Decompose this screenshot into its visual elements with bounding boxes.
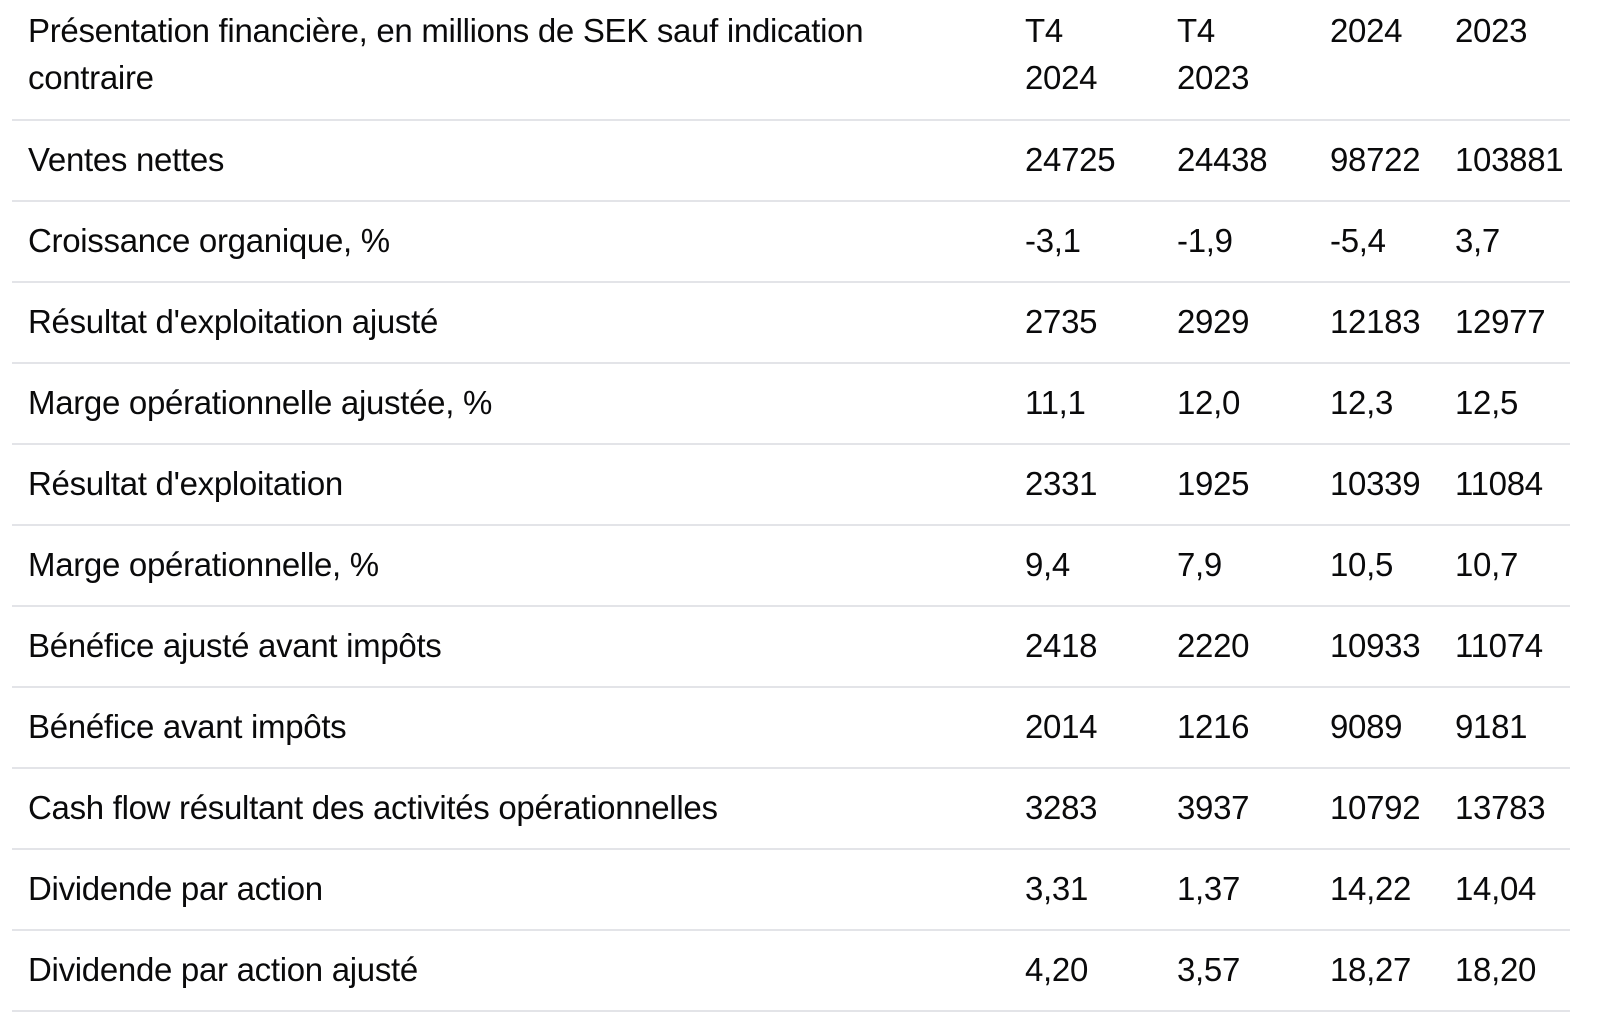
row-value: -5,4 bbox=[1314, 201, 1439, 283]
row-value: 10,7 bbox=[1439, 525, 1570, 607]
column-header-2024: 2024 bbox=[1314, 0, 1439, 121]
row-value: 13783 bbox=[1439, 768, 1570, 850]
row-value: 24438 bbox=[1161, 120, 1314, 202]
row-value: 2735 bbox=[1009, 282, 1161, 364]
row-label: Marge opérationnelle, % bbox=[12, 525, 1009, 607]
table-row: Bénéfice ajusté avant impôts 2418 2220 1093… bbox=[12, 606, 1570, 688]
column-header-2023: 2023 bbox=[1439, 0, 1570, 121]
table-row: Ventes nettes 24725 24438 98722 103881 bbox=[12, 120, 1570, 202]
row-value: 10339 bbox=[1314, 444, 1439, 526]
row-value: 18,27 bbox=[1314, 930, 1439, 1012]
table-row: Bénéfice avant impôts 2014 1216 9089 9181 bbox=[12, 687, 1570, 769]
row-value: 2014 bbox=[1009, 687, 1161, 769]
row-value: 24725 bbox=[1009, 120, 1161, 202]
table-row: Résultat d'exploitation ajusté 2735 2929 12… bbox=[12, 282, 1570, 364]
table-row: Dividende par action ajusté 4,20 3,57 18,27… bbox=[12, 930, 1570, 1012]
row-label: Bénéfice avant impôts bbox=[12, 687, 1009, 769]
row-label: Dividende par action ajusté bbox=[12, 930, 1009, 1012]
row-value: 3,7 bbox=[1439, 201, 1570, 283]
row-value: 11,1 bbox=[1009, 363, 1161, 445]
row-value: 2418 bbox=[1009, 606, 1161, 688]
row-label: Ventes nettes bbox=[12, 120, 1009, 202]
row-value: 1925 bbox=[1161, 444, 1314, 526]
row-value: 10792 bbox=[1314, 768, 1439, 850]
row-value: 3,57 bbox=[1161, 930, 1314, 1012]
row-value: 10,5 bbox=[1314, 525, 1439, 607]
column-header-t4-2024: T4 2024 bbox=[1009, 0, 1161, 121]
row-value: 2331 bbox=[1009, 444, 1161, 526]
row-value: 3937 bbox=[1161, 768, 1314, 850]
row-value: 7,9 bbox=[1161, 525, 1314, 607]
row-label: Marge opérationnelle ajustée, % bbox=[12, 363, 1009, 445]
row-value: 9089 bbox=[1314, 687, 1439, 769]
row-value: 9,4 bbox=[1009, 525, 1161, 607]
row-value: 14,22 bbox=[1314, 849, 1439, 931]
row-value: 10933 bbox=[1314, 606, 1439, 688]
row-value: 12,3 bbox=[1314, 363, 1439, 445]
row-value: 3283 bbox=[1009, 768, 1161, 850]
row-value: 1216 bbox=[1161, 687, 1314, 769]
row-value: 98722 bbox=[1314, 120, 1439, 202]
row-value: 11074 bbox=[1439, 606, 1570, 688]
financial-report-section: Présentation financière, en millions de … bbox=[12, 0, 1570, 1012]
row-label: Cash flow résultant des activités opérat… bbox=[12, 768, 1009, 850]
column-header-t4-2023: T4 2023 bbox=[1161, 0, 1314, 121]
table-row: Marge opérationnelle, % 9,4 7,9 10,5 10,7 bbox=[12, 525, 1570, 607]
row-label: Dividende par action bbox=[12, 849, 1009, 931]
row-value: 103881 bbox=[1439, 120, 1570, 202]
row-value: 4,20 bbox=[1009, 930, 1161, 1012]
row-value: 12,5 bbox=[1439, 363, 1570, 445]
table-row: Croissance organique, % -3,1 -1,9 -5,4 3,7 bbox=[12, 201, 1570, 283]
row-value: 14,04 bbox=[1439, 849, 1570, 931]
row-value: 12,0 bbox=[1161, 363, 1314, 445]
row-value: 2220 bbox=[1161, 606, 1314, 688]
table-row: Dividende par action 3,31 1,37 14,22 14,04 bbox=[12, 849, 1570, 931]
row-label: Croissance organique, % bbox=[12, 201, 1009, 283]
row-value: 9181 bbox=[1439, 687, 1570, 769]
financial-presentation-table: Présentation financière, en millions de … bbox=[12, 0, 1570, 1012]
row-value: 3,31 bbox=[1009, 849, 1161, 931]
row-value: -1,9 bbox=[1161, 201, 1314, 283]
row-value: 11084 bbox=[1439, 444, 1570, 526]
table-row: Résultat d'exploitation 2331 1925 10339 1108… bbox=[12, 444, 1570, 526]
row-value: 1,37 bbox=[1161, 849, 1314, 931]
row-label: Résultat d'exploitation ajusté bbox=[12, 282, 1009, 364]
table-title: Présentation financière, en millions de … bbox=[12, 0, 1009, 121]
table-row: Marge opérationnelle ajustée, % 11,1 12,0 1… bbox=[12, 363, 1570, 445]
row-value: 12183 bbox=[1314, 282, 1439, 364]
table-header-row: Présentation financière, en millions de … bbox=[12, 0, 1570, 121]
row-label: Bénéfice ajusté avant impôts bbox=[12, 606, 1009, 688]
row-label: Résultat d'exploitation bbox=[12, 444, 1009, 526]
row-value: -3,1 bbox=[1009, 201, 1161, 283]
row-value: 12977 bbox=[1439, 282, 1570, 364]
row-value: 18,20 bbox=[1439, 930, 1570, 1012]
table-row: Cash flow résultant des activités opérat… bbox=[12, 768, 1570, 850]
row-value: 2929 bbox=[1161, 282, 1314, 364]
